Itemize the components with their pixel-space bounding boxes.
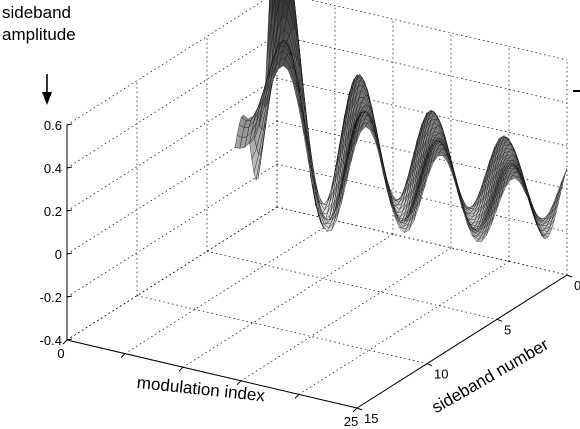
y-tick-label: 10: [434, 367, 448, 382]
z-tick-label: 0.4: [44, 161, 62, 176]
z-tick-label: -0.4: [40, 333, 62, 348]
surface-mesh: [234, 0, 568, 242]
y-tick-label: 15: [364, 411, 378, 426]
x-tick-label: 0: [57, 346, 64, 361]
z-tick-label: -0.2: [40, 290, 62, 305]
x-tick-label: 25: [344, 414, 358, 429]
z-tick-label: 0: [55, 247, 62, 262]
y-axis-ticks: 0 5 10 15: [356, 274, 580, 426]
axis-lines: [66, 125, 568, 409]
x-axis-ticks: 0 25: [57, 339, 358, 429]
z-axis-ticks: 0.6 0.4 0.2 0 -0.2 -0.4: [40, 118, 73, 348]
z-axis-label-line1: sideband: [2, 3, 72, 22]
z-tick-label: 0.2: [44, 204, 62, 219]
y-tick-label: 0: [574, 278, 580, 293]
z-tick-label: 0.6: [44, 118, 62, 133]
z-axis-label-line2: amplitude: [2, 25, 76, 44]
y-tick-label: 5: [504, 322, 511, 337]
z-axis-arrow: [42, 74, 52, 105]
